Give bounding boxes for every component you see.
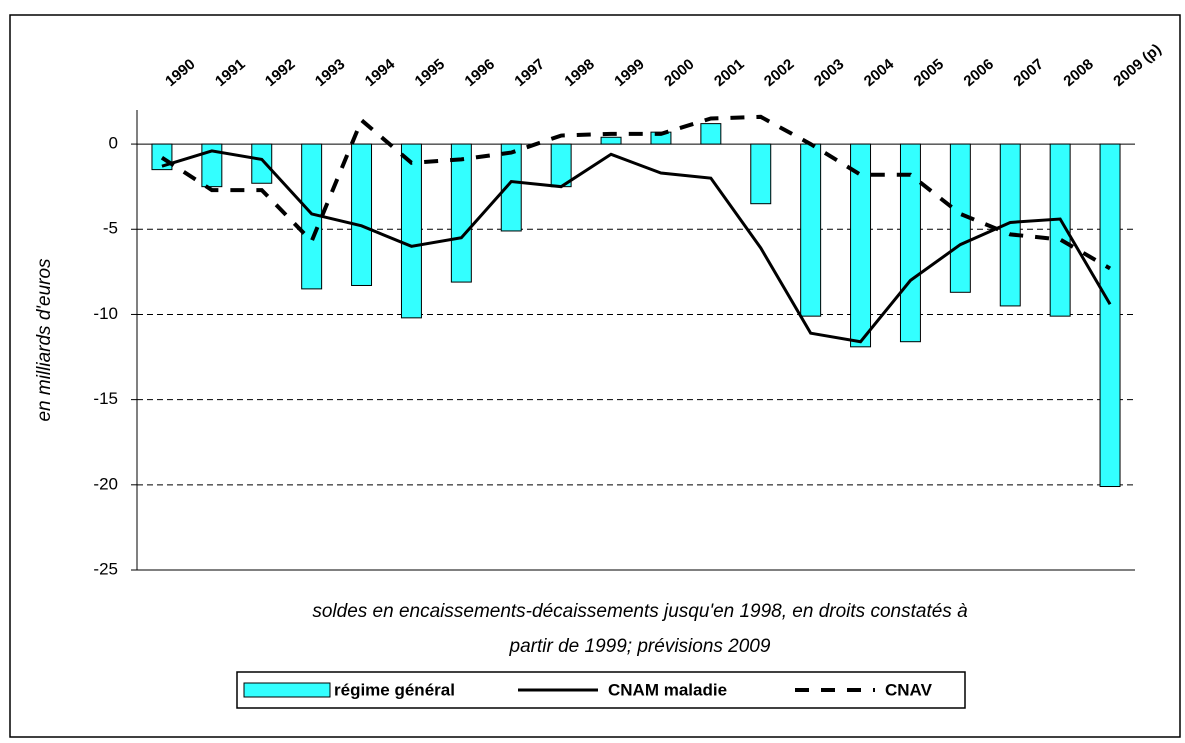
note: partir de 1999; prévisions 2009 <box>509 636 771 657</box>
legend-label: régime général <box>334 680 455 699</box>
line <box>161 149 1112 344</box>
bar <box>400 143 422 319</box>
y-tick-label: -20 <box>93 474 118 493</box>
y-tick-label: -15 <box>93 389 118 408</box>
bar <box>899 143 921 343</box>
bar <box>201 143 223 188</box>
bar <box>1099 143 1121 488</box>
bar <box>700 123 722 145</box>
bar <box>351 143 373 286</box>
y-tick-label: 0 <box>109 134 118 153</box>
note: soldes en encaissements-décaissements ju… <box>312 601 967 622</box>
y-tick-label: -25 <box>93 559 118 578</box>
bar <box>251 143 273 184</box>
chart-frame <box>9 14 1181 738</box>
bar <box>500 143 522 232</box>
bar <box>800 143 822 317</box>
y-tick-label: -5 <box>103 219 118 238</box>
dashed-line <box>160 114 1112 271</box>
y-tick-label: -10 <box>93 304 118 323</box>
legend-label: CNAV <box>885 680 933 699</box>
bar <box>999 143 1021 307</box>
bar <box>550 143 572 188</box>
legend-box <box>236 671 966 709</box>
y-axis-title: en milliards d'euros <box>34 258 55 422</box>
bar <box>600 136 622 145</box>
bar <box>450 143 472 283</box>
bar <box>1049 143 1071 317</box>
legend-swatch <box>243 682 331 698</box>
bar <box>850 143 872 348</box>
legend-label: CNAM maladie <box>608 680 727 699</box>
bar <box>750 143 772 205</box>
